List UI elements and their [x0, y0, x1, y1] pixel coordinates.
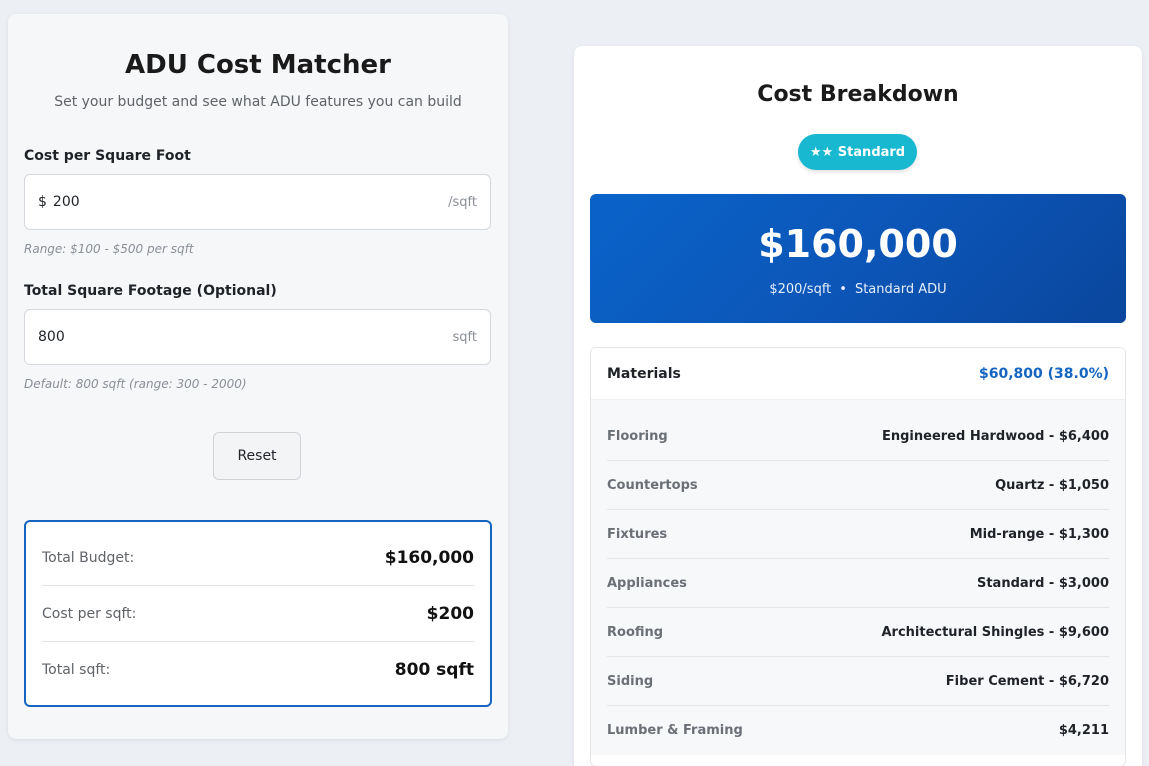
- materials-label: Materials: [607, 365, 681, 382]
- budget-summary: Total Budget: $160,000 Cost per sqft: $2…: [24, 520, 492, 707]
- list-item: Fixtures Mid-range - $1,300: [607, 510, 1109, 559]
- list-item: Lumber & Framing $4,211: [607, 706, 1109, 755]
- list-item: Appliances Standard - $3,000: [607, 559, 1109, 608]
- adu-type: Standard ADU: [854, 282, 947, 297]
- summary-value: $200: [426, 603, 474, 624]
- list-item: Flooring Engineered Hardwood - $6,400: [607, 412, 1109, 461]
- breakdown-title: Cost Breakdown: [757, 82, 959, 107]
- summary-value: 800 sqft: [394, 660, 474, 680]
- currency-prefix: $: [38, 194, 47, 210]
- tier-badge: ★★ Standard: [798, 134, 917, 170]
- summary-row-total-budget: Total Budget: $160,000: [42, 530, 474, 586]
- page-subtitle: Set your budget and see what ADU feature…: [54, 94, 462, 110]
- summary-label: Total Budget:: [42, 549, 135, 566]
- cost-per-sqft-value[interactable]: 200: [52, 194, 80, 210]
- total-sqft-input[interactable]: 800 sqft: [24, 309, 491, 365]
- material-choice: Standard - $3,000: [976, 575, 1109, 591]
- material-name: Fixtures: [607, 526, 668, 542]
- list-item: Countertops Quartz - $1,050: [607, 461, 1109, 510]
- page-title: ADU Cost Matcher: [125, 50, 391, 80]
- material-name: Appliances: [607, 575, 687, 591]
- per-sqft-suffix: /sqft: [448, 194, 477, 210]
- sqft-suffix: sqft: [452, 329, 477, 345]
- summary-label: Cost per sqft:: [42, 605, 137, 622]
- materials-list: Flooring Engineered Hardwood - $6,400 Co…: [591, 400, 1125, 755]
- material-name: Siding: [607, 673, 654, 689]
- material-name: Countertops: [607, 477, 698, 493]
- material-name: Lumber & Framing: [607, 723, 743, 738]
- total-sqft-label: Total Square Footage (Optional): [24, 283, 277, 299]
- total-cost-details: $200/sqft • Standard ADU: [590, 282, 1126, 297]
- material-choice: Engineered Hardwood - $6,400: [881, 428, 1109, 444]
- total-sqft-value[interactable]: 800: [38, 329, 65, 345]
- sqft-default-hint: Default: 800 sqft (range: 300 - 2000): [24, 377, 247, 391]
- material-choice: Fiber Cement - $6,720: [945, 673, 1109, 689]
- summary-row-cost-per-sqft: Cost per sqft: $200: [42, 586, 474, 642]
- total-cost-amount: $160,000: [758, 222, 958, 266]
- reset-button[interactable]: Reset: [213, 432, 301, 480]
- material-choice: Architectural Shingles - $9,600: [881, 624, 1109, 640]
- materials-total: $60,800 (38.0%): [978, 365, 1109, 382]
- material-name: Roofing: [607, 624, 664, 640]
- total-cost-card: $160,000 $200/sqft • Standard ADU: [590, 194, 1126, 323]
- total-rate: $200/sqft: [769, 282, 832, 297]
- materials-section: Materials $60,800 (38.0%) Flooring Engin…: [590, 347, 1126, 766]
- list-item: Siding Fiber Cement - $6,720: [607, 657, 1109, 706]
- cost-per-sqft-label: Cost per Square Foot: [24, 148, 191, 164]
- cost-per-sqft-input[interactable]: $ 200 /sqft: [24, 174, 491, 230]
- budget-panel: ADU Cost Matcher Set your budget and see…: [8, 14, 508, 739]
- material-name: Flooring: [607, 428, 668, 444]
- cost-range-hint: Range: $100 - $500 per sqft: [24, 242, 194, 256]
- materials-header[interactable]: Materials $60,800 (38.0%): [591, 348, 1125, 400]
- material-choice: $4,211: [1058, 723, 1109, 738]
- material-choice: Quartz - $1,050: [995, 477, 1109, 493]
- summary-value: $160,000: [384, 547, 474, 568]
- separator-dot: •: [839, 282, 847, 297]
- material-choice: Mid-range - $1,300: [969, 526, 1109, 542]
- summary-row-total-sqft: Total sqft: 800 sqft: [42, 642, 474, 698]
- list-item: Roofing Architectural Shingles - $9,600: [607, 608, 1109, 657]
- cost-breakdown-panel: Cost Breakdown ★★ Standard $160,000 $200…: [574, 46, 1142, 766]
- summary-label: Total sqft:: [42, 662, 111, 678]
